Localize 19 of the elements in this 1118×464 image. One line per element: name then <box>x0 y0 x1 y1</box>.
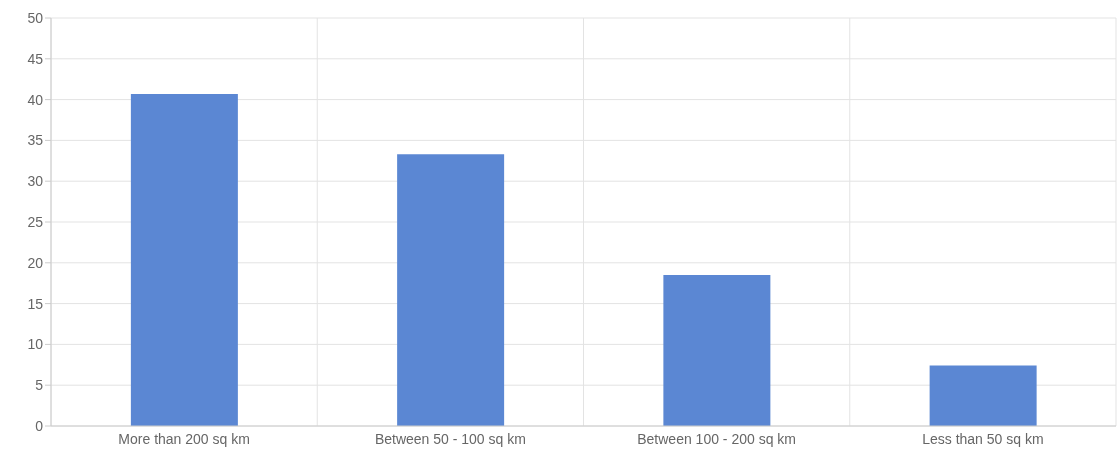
y-tick-label: 30 <box>27 173 44 190</box>
y-tick-label: 5 <box>35 377 44 394</box>
y-tick-label: 10 <box>27 336 44 353</box>
x-tick-label: Between 50 - 100 sq km <box>374 430 526 447</box>
x-tick-label: Between 100 - 200 sq km <box>637 430 797 447</box>
y-tick-label: 0 <box>35 417 44 434</box>
bar <box>397 154 505 426</box>
y-tick-label: 20 <box>27 254 44 271</box>
y-tick-label: 50 <box>27 9 44 26</box>
y-tick-label: 45 <box>27 50 44 67</box>
y-tick-label: 35 <box>27 132 44 149</box>
y-tick-label: 25 <box>27 213 44 230</box>
x-tick-label: Less than 50 sq km <box>922 430 1044 447</box>
bar <box>130 93 238 426</box>
y-tick-label: 15 <box>27 295 44 312</box>
x-tick-label: More than 200 sq km <box>118 430 250 447</box>
bar <box>663 275 771 426</box>
bar <box>929 365 1037 426</box>
y-tick-label: 40 <box>27 91 44 108</box>
